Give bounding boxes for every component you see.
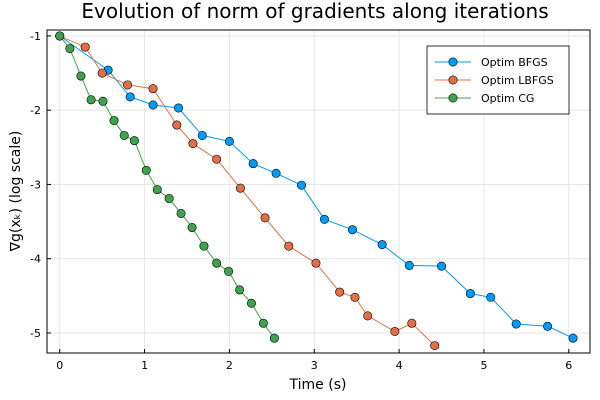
data-point bbox=[172, 120, 182, 130]
data-point bbox=[224, 136, 234, 146]
y-tick-label: -5 bbox=[30, 327, 41, 340]
data-point bbox=[197, 130, 207, 140]
data-point bbox=[284, 241, 294, 251]
series-layer bbox=[55, 31, 578, 351]
data-point bbox=[486, 292, 496, 302]
legend-marker bbox=[448, 93, 458, 103]
data-point bbox=[148, 84, 158, 94]
data-point bbox=[55, 31, 65, 41]
data-point bbox=[319, 214, 329, 224]
data-point bbox=[543, 321, 553, 331]
data-point bbox=[212, 154, 222, 164]
data-point bbox=[174, 103, 184, 113]
data-point bbox=[76, 71, 86, 81]
data-point bbox=[347, 225, 357, 235]
tick-labels: 0 1 2 3 4 5 6 -1 -2 -3 -4 -5 bbox=[30, 30, 572, 372]
chart-title: Evolution of norm of gradients along ite… bbox=[81, 0, 548, 23]
data-point bbox=[125, 92, 135, 102]
data-point bbox=[97, 68, 107, 78]
x-tick-label: 2 bbox=[226, 359, 233, 372]
data-point bbox=[164, 194, 174, 204]
data-point bbox=[80, 42, 90, 52]
data-point bbox=[176, 208, 186, 218]
data-point bbox=[311, 258, 321, 268]
data-point bbox=[224, 266, 234, 276]
x-tick-label: 3 bbox=[311, 359, 318, 372]
data-point bbox=[109, 116, 119, 126]
legend-marker bbox=[448, 57, 458, 67]
x-tick-label: 6 bbox=[565, 359, 572, 372]
data-point bbox=[141, 165, 151, 175]
data-point bbox=[123, 80, 133, 90]
data-point bbox=[511, 319, 521, 329]
data-point bbox=[335, 287, 345, 297]
series-optim-lbfgs bbox=[55, 31, 440, 351]
data-point bbox=[86, 95, 96, 105]
data-point bbox=[363, 311, 373, 321]
y-tick-label: -1 bbox=[30, 30, 41, 43]
data-point bbox=[199, 241, 209, 251]
x-tick-label: 5 bbox=[480, 359, 487, 372]
data-point bbox=[568, 333, 578, 343]
data-point bbox=[119, 130, 129, 140]
legend-item: Optim BFGS bbox=[435, 56, 548, 69]
data-point bbox=[148, 100, 158, 110]
data-point bbox=[235, 183, 245, 193]
data-point bbox=[248, 159, 258, 169]
data-point bbox=[235, 285, 245, 295]
data-point bbox=[297, 180, 307, 190]
series-optim-cg bbox=[55, 31, 279, 343]
legend-label: Optim LBFGS bbox=[481, 74, 554, 87]
legend-item: Optim CG bbox=[435, 92, 534, 105]
data-point bbox=[465, 289, 475, 299]
data-point bbox=[65, 44, 75, 54]
data-point bbox=[98, 96, 108, 106]
x-axis-label: Time (s) bbox=[289, 377, 347, 393]
y-tick-label: -2 bbox=[30, 104, 41, 117]
legend: Optim BFGS Optim LBFGS Optim CG bbox=[426, 45, 570, 115]
data-point bbox=[258, 318, 268, 328]
data-point bbox=[212, 258, 222, 268]
data-point bbox=[187, 223, 197, 233]
data-point bbox=[437, 261, 447, 271]
y-axis-label: ∇g(xₖ) (log scale) bbox=[8, 131, 24, 253]
legend-label: Optim BFGS bbox=[481, 56, 548, 69]
y-tick-label: -3 bbox=[30, 178, 41, 191]
plot-frame bbox=[46, 29, 591, 354]
data-point bbox=[129, 136, 139, 146]
data-point bbox=[350, 292, 360, 302]
data-point bbox=[271, 168, 281, 178]
data-point bbox=[390, 326, 400, 336]
data-point bbox=[407, 318, 417, 328]
data-point bbox=[404, 260, 414, 270]
x-tick-label: 1 bbox=[141, 359, 148, 372]
x-tick-label: 4 bbox=[396, 359, 403, 372]
y-tick-label: -4 bbox=[30, 253, 41, 266]
legend-item: Optim LBFGS bbox=[435, 74, 554, 87]
legend-marker bbox=[448, 75, 458, 85]
legend-label: Optim CG bbox=[481, 92, 534, 105]
data-point bbox=[260, 213, 270, 223]
data-point bbox=[377, 240, 387, 250]
data-point bbox=[152, 185, 162, 195]
series-line bbox=[59, 35, 436, 346]
data-point bbox=[269, 333, 279, 343]
x-tick-label: 0 bbox=[56, 359, 63, 372]
data-point bbox=[246, 298, 256, 308]
data-point bbox=[430, 341, 440, 351]
data-point bbox=[188, 139, 198, 149]
